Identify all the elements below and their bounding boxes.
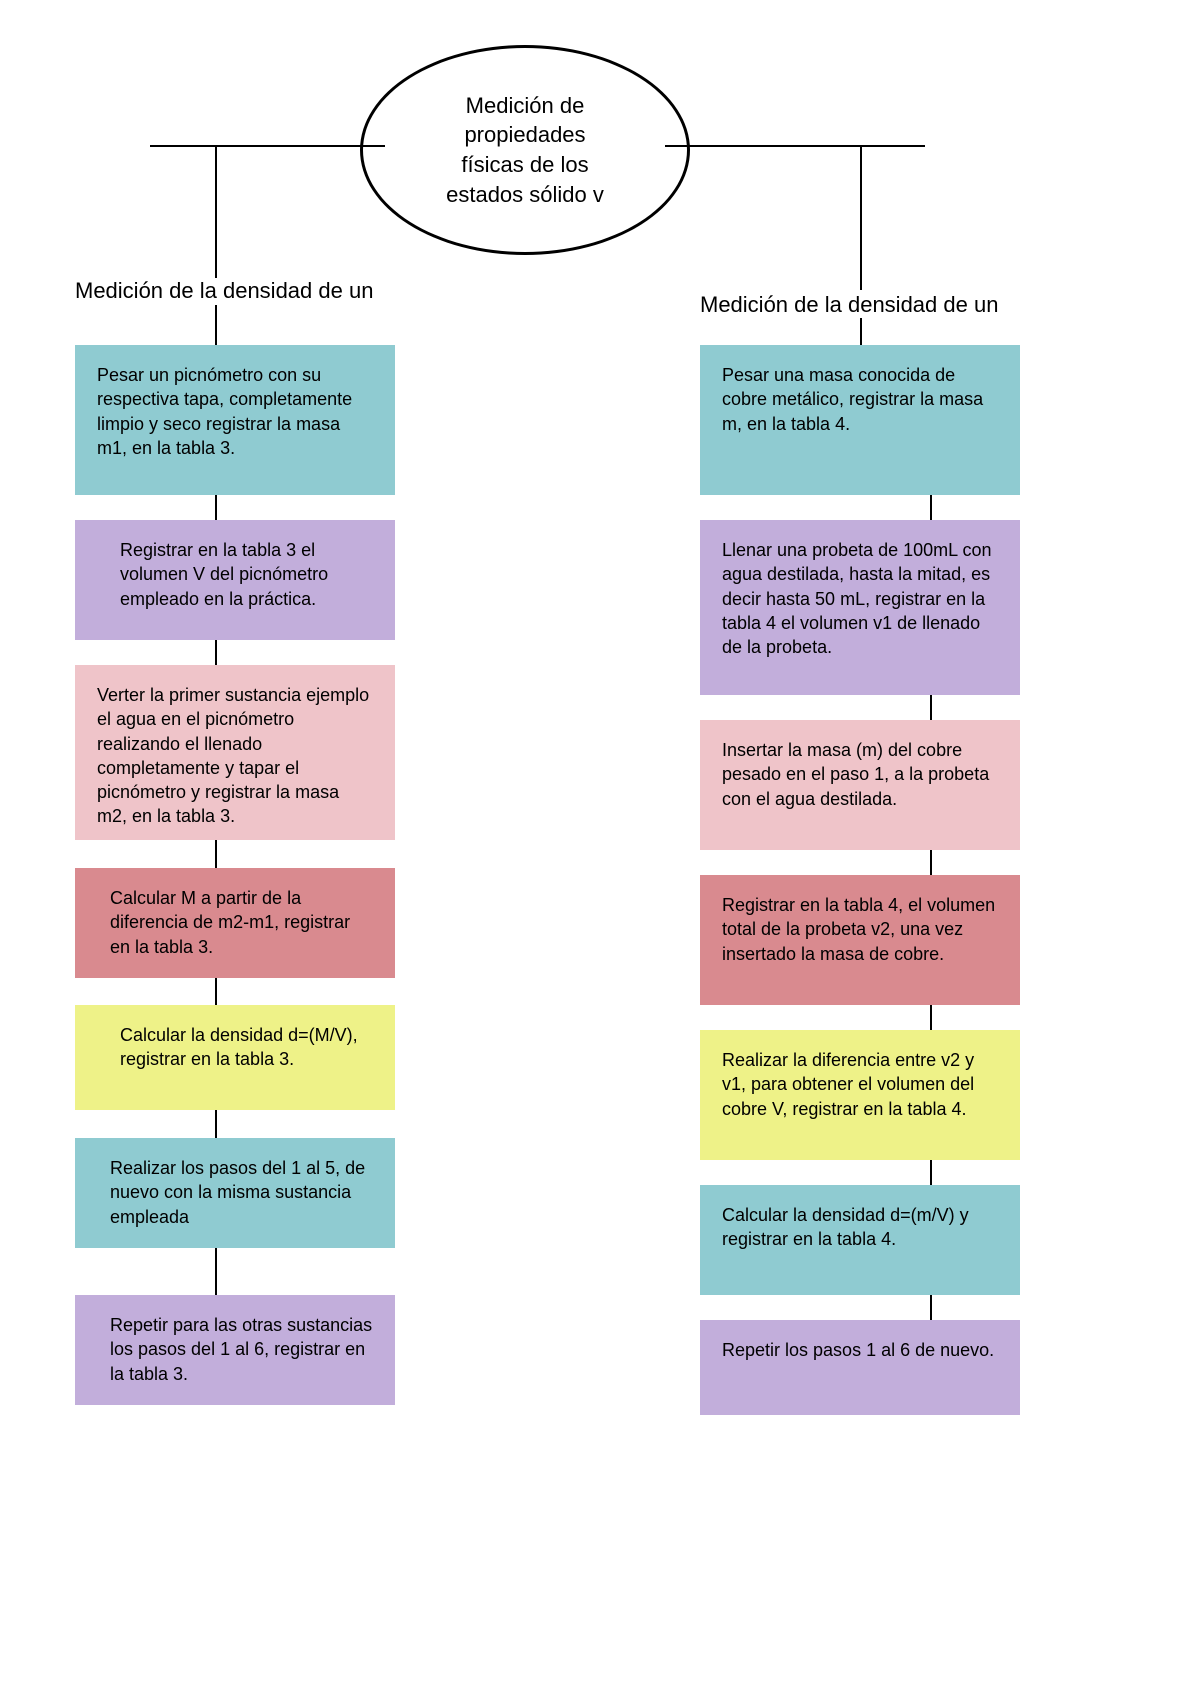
left-branch-heading: Medición de la densidad de un bbox=[75, 278, 373, 304]
title-text: Medición depropiedadesfísicas de losesta… bbox=[446, 91, 604, 210]
right-step-2: Llenar una probeta de 100mL con agua des… bbox=[700, 520, 1020, 695]
left-step-3: Verter la primer sustancia ejemplo el ag… bbox=[75, 665, 395, 840]
left-step-6: Realizar los pasos del 1 al 5, de nuevo … bbox=[75, 1138, 395, 1248]
connector-v-5 bbox=[215, 495, 217, 520]
connector-v-10 bbox=[215, 1248, 217, 1295]
left-step-2: Registrar en la tabla 3 el volumen V del… bbox=[75, 520, 395, 640]
connector-v-9 bbox=[215, 1110, 217, 1138]
connector-h-0 bbox=[150, 145, 385, 147]
connector-v-6 bbox=[215, 640, 217, 665]
connector-v-15 bbox=[930, 1005, 932, 1030]
diagram-canvas: Medición depropiedadesfísicas de losesta… bbox=[0, 0, 1200, 1698]
connector-h-2 bbox=[665, 145, 925, 147]
connector-v-3 bbox=[860, 145, 862, 290]
right-step-6: Calcular la densidad d=(m/V) y registrar… bbox=[700, 1185, 1020, 1295]
left-step-4: Calcular M a partir de la diferencia de … bbox=[75, 868, 395, 978]
connector-v-11 bbox=[860, 318, 862, 345]
connector-v-4 bbox=[215, 305, 217, 345]
connector-v-16 bbox=[930, 1160, 932, 1185]
title-ellipse: Medición depropiedadesfísicas de losesta… bbox=[360, 45, 690, 255]
connector-v-7 bbox=[215, 840, 217, 868]
right-step-5: Realizar la diferencia entre v2 y v1, pa… bbox=[700, 1030, 1020, 1160]
right-step-1: Pesar una masa conocida de cobre metálic… bbox=[700, 345, 1020, 495]
left-step-5: Calcular la densidad d=(M/V), registrar … bbox=[75, 1005, 395, 1110]
right-branch-heading: Medición de la densidad de un bbox=[700, 292, 998, 318]
left-step-7: Repetir para las otras sustancias los pa… bbox=[75, 1295, 395, 1405]
right-step-3: Insertar la masa (m) del cobre pesado en… bbox=[700, 720, 1020, 850]
right-step-7: Repetir los pasos 1 al 6 de nuevo. bbox=[700, 1320, 1020, 1415]
left-step-1: Pesar un picnómetro con su respectiva ta… bbox=[75, 345, 395, 495]
connector-v-8 bbox=[215, 978, 217, 1005]
connector-v-1 bbox=[215, 145, 217, 278]
connector-v-13 bbox=[930, 695, 932, 720]
right-step-4: Registrar en la tabla 4, el volumen tota… bbox=[700, 875, 1020, 1005]
connector-v-12 bbox=[930, 495, 932, 520]
connector-v-14 bbox=[930, 850, 932, 875]
connector-v-17 bbox=[930, 1295, 932, 1320]
